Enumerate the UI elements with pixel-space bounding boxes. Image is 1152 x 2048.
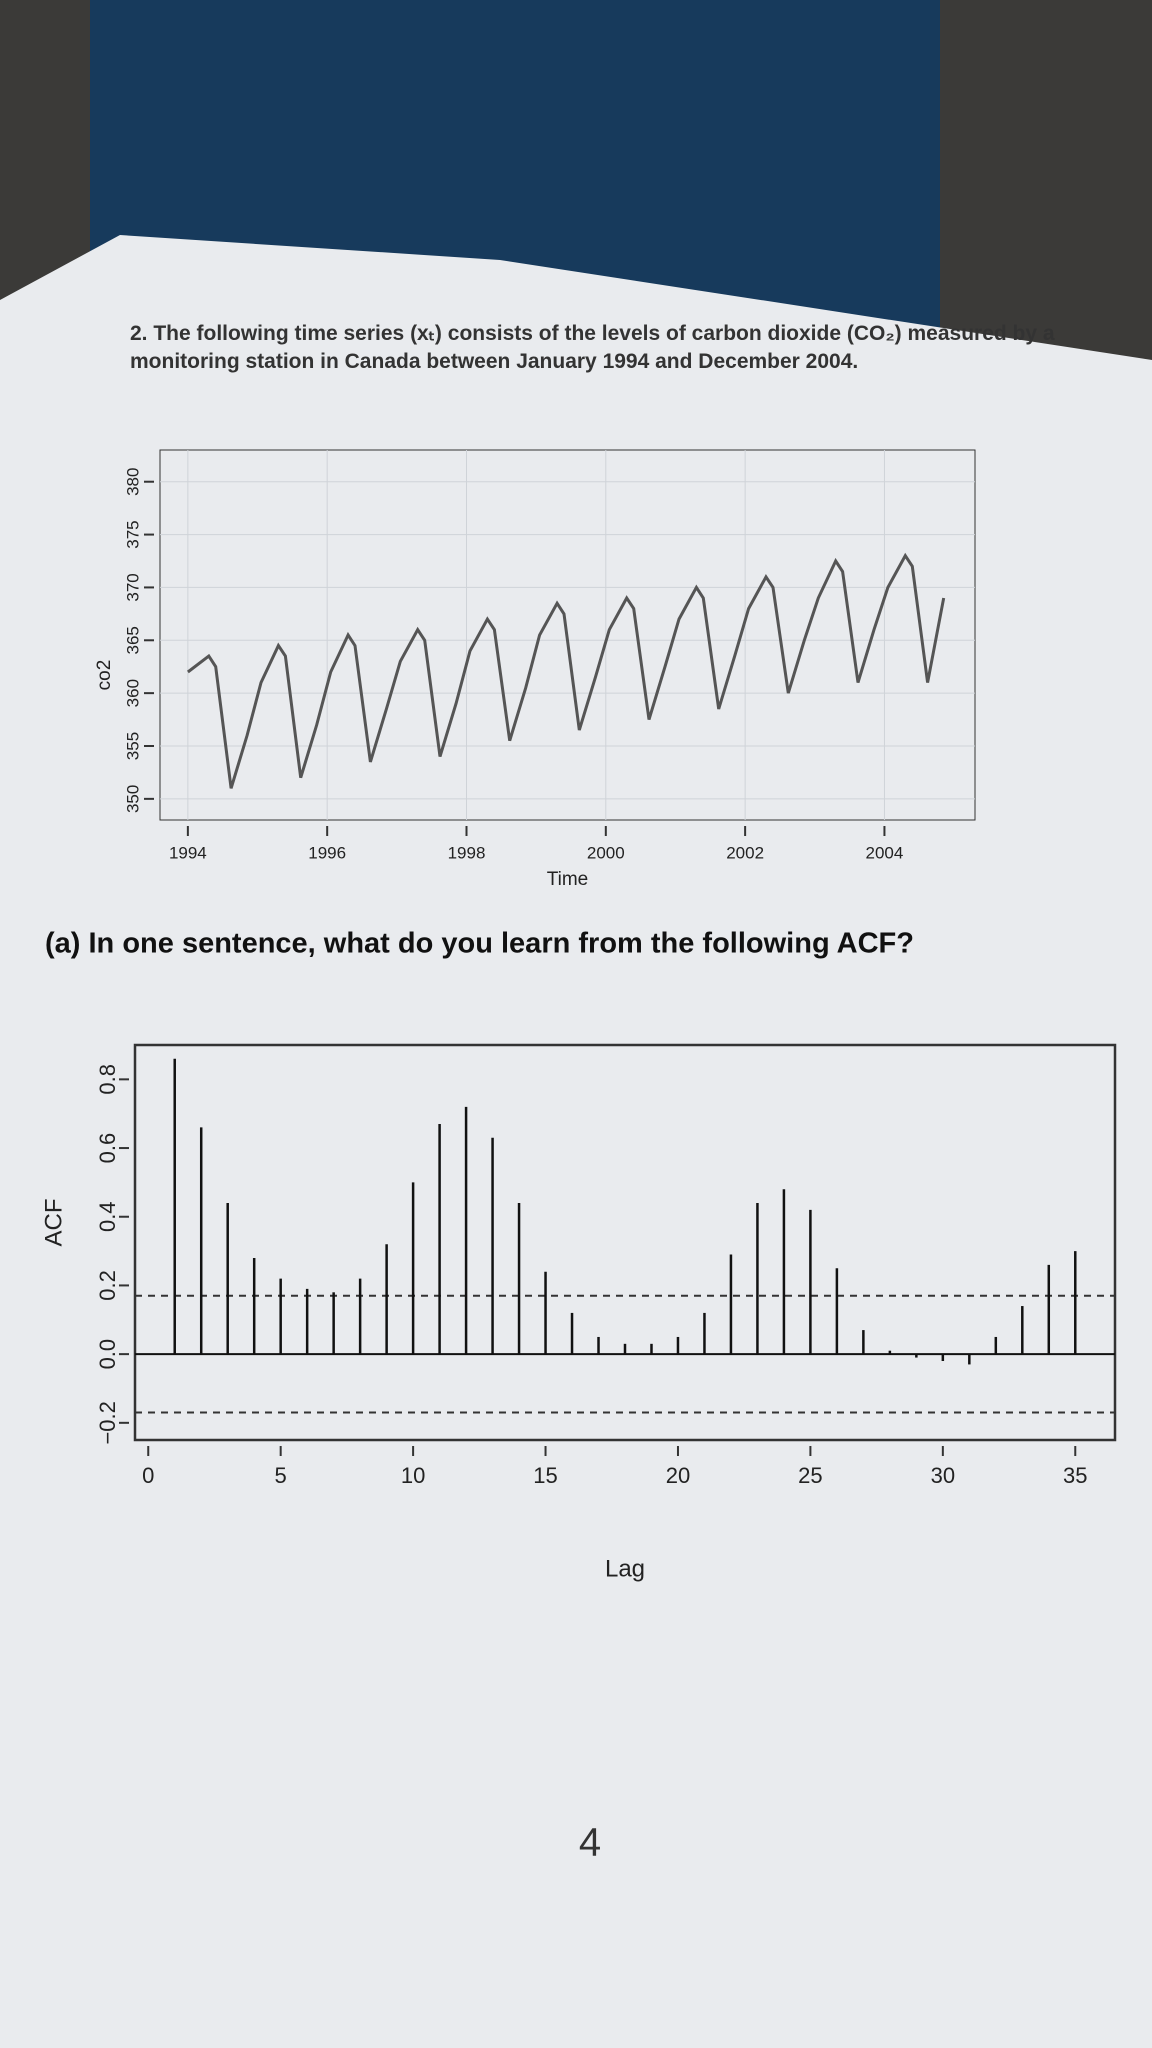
y-axis-title: ACF [40,1199,67,1247]
y-tick-label: 370 [123,573,142,601]
x-tick-label: 25 [798,1463,822,1488]
x-tick-label: 20 [666,1463,690,1488]
y-tick-label: 0.8 [95,1064,120,1095]
x-tick-label: 5 [275,1463,287,1488]
plot-frame [159,449,976,821]
x-tick-label: 35 [1063,1463,1087,1488]
y-tick-label: 365 [123,626,142,654]
x-tick-label: 2002 [726,844,764,863]
y-tick-label: 350 [123,785,142,813]
y-tick-label: 0.4 [95,1201,120,1232]
y-axis-title: co2 [94,660,115,691]
x-tick-label: 30 [931,1463,955,1488]
y-tick-label: 0.6 [95,1133,120,1164]
y-tick-label: 0.0 [95,1339,120,1370]
page-number: 4 [579,1821,601,1865]
x-axis-title: Lag [605,1555,645,1582]
x-tick-label: 2004 [866,844,904,863]
x-tick-label: 1998 [448,844,486,863]
paper [0,235,1152,2048]
x-tick-label: 15 [533,1463,557,1488]
series-line [186,552,946,789]
x-tick-label: 2000 [587,844,625,863]
y-tick-label: −0.2 [95,1401,120,1444]
question: 2. The following time series (xₜ) consis… [130,322,1055,373]
y-tick-label: 355 [123,732,142,760]
x-tick-label: 10 [401,1463,425,1488]
y-tick-label: 375 [123,520,142,548]
x-tick-label: 1996 [308,844,346,863]
x-tick-label: 0 [142,1463,154,1488]
acf-chart: 0 5 10 15 20 25 30 35 −0.2 0.0 0.2 0.4 0.6 0.8 Lag ACF [40,1043,1117,1582]
co2-chart: 1994 1996 1998 2000 2002 2004 350 355 360 365 370 3… [94,449,976,890]
question-box: 2. The following time series (xₜ) consis… [130,322,1055,373]
y-tick-label: 380 [123,468,142,496]
x-axis-title: Time [547,869,589,890]
plot-frame [133,1043,1117,1442]
part-a: (a) In one sentence, what do you learn f… [45,928,914,960]
y-tick-label: 0.2 [95,1270,120,1301]
x-tick-label: 1994 [169,844,207,863]
y-tick-label: 360 [123,679,142,707]
